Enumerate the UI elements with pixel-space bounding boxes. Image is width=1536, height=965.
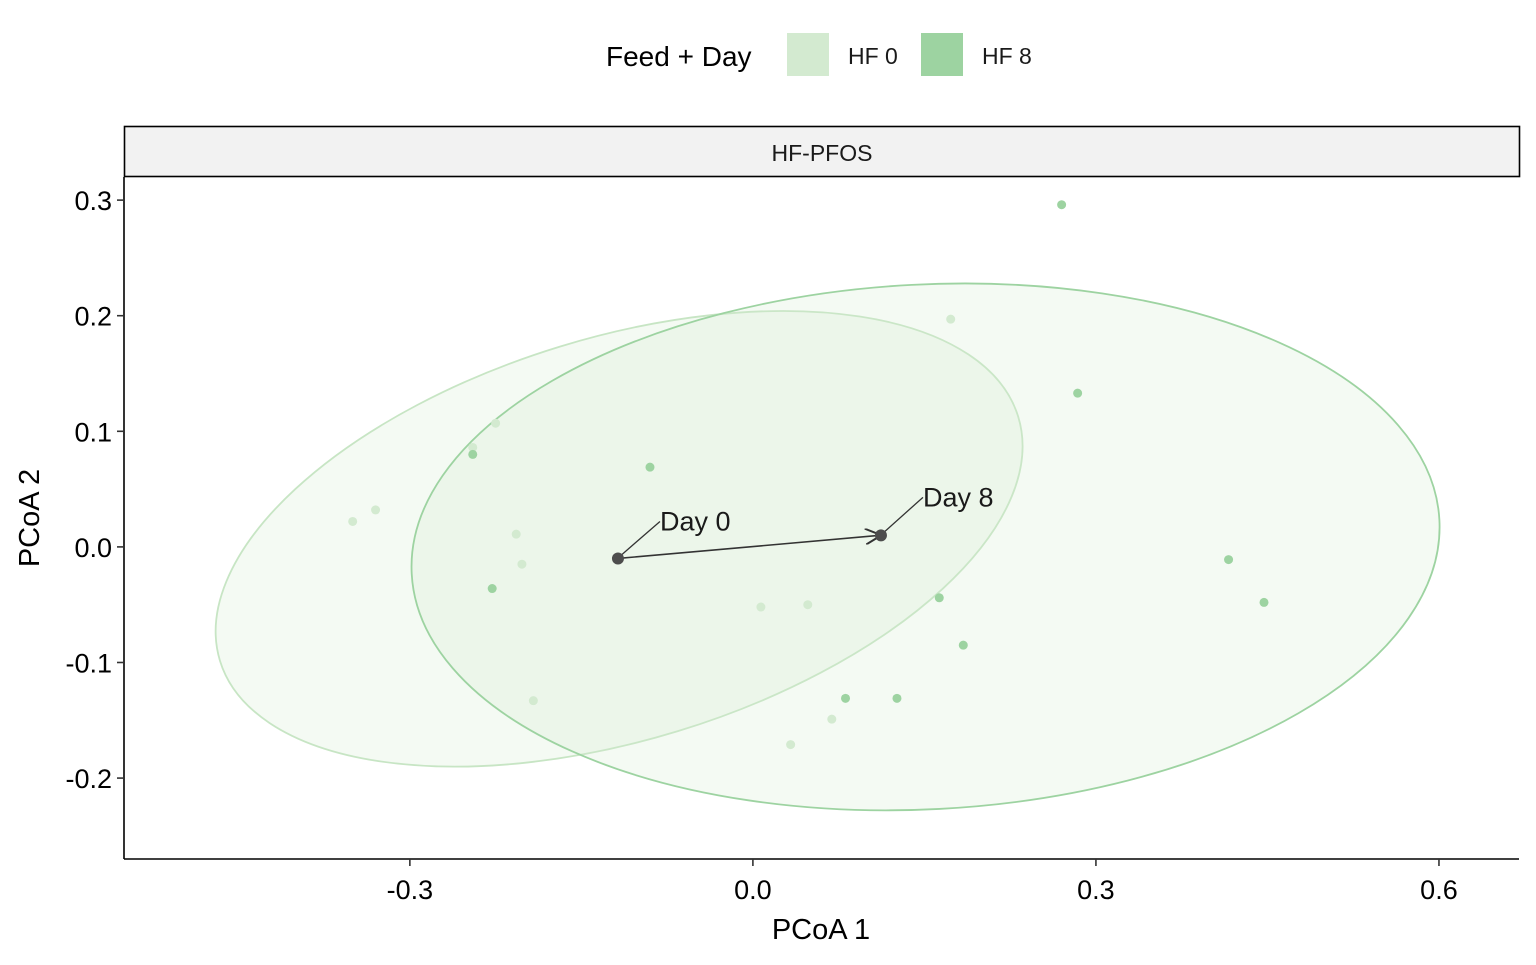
point-hf-8 [1259, 597, 1269, 607]
point-hf-0 [511, 529, 521, 539]
y-ticks: 0.3 0.2 0.1 0.0 -0.1 -0.2 [65, 186, 124, 794]
centroid-label-day-0: Day 0 [660, 506, 731, 536]
legend-key-hf-0 [787, 33, 829, 76]
facet-label: HF-PFOS [772, 140, 873, 166]
legend: Feed + Day HF 0 HF 8 [606, 33, 1032, 76]
point-hf-0 [946, 314, 956, 324]
x-tick-label: 0.6 [1420, 875, 1458, 905]
x-tick-label: 0.3 [1077, 875, 1115, 905]
x-axis-label: PCoA 1 [772, 914, 870, 946]
point-hf-8 [841, 693, 851, 703]
point-hf-8 [892, 693, 902, 703]
point-hf-0 [491, 418, 501, 428]
centroid-day-0 [611, 552, 624, 565]
y-axis-label: PCoA 2 [14, 469, 46, 567]
point-hf-0 [786, 740, 796, 750]
centroid-day-8 [874, 529, 887, 542]
legend-label-hf-8: HF 8 [982, 43, 1032, 69]
legend-key-hf-8 [921, 33, 963, 76]
y-tick-label: -0.2 [65, 764, 112, 794]
y-tick-label: 0.3 [74, 186, 112, 216]
point-hf-0 [756, 602, 766, 612]
point-hf-8 [1057, 200, 1067, 210]
plot-area: Day 0 Day 8 [214, 200, 1441, 812]
point-hf-0 [827, 714, 837, 724]
point-hf-0 [371, 505, 381, 515]
point-hf-8 [645, 462, 655, 472]
x-tick-label: 0.0 [734, 875, 772, 905]
y-tick-label: 0.0 [74, 533, 112, 563]
y-tick-label: 0.1 [74, 417, 112, 447]
y-tick-label: -0.1 [65, 648, 112, 678]
point-hf-8 [1224, 555, 1234, 565]
legend-title: Feed + Day [606, 41, 752, 72]
confidence-ellipse-hf-0 [214, 310, 1024, 768]
y-tick-label: 0.2 [74, 302, 112, 332]
legend-entries: HF 0 HF 8 [787, 33, 1032, 76]
point-hf-8 [468, 449, 478, 459]
facet-strip-background [123, 125, 1521, 178]
axes: -0.3 0.0 0.3 0.6 0.3 0.2 0.1 0.0 -0.1 -0.2 PCoA … [14, 177, 1519, 946]
point-hf-8 [487, 584, 497, 594]
confidence-ellipse-hf-8 [410, 282, 1441, 812]
ellipses-layer [214, 282, 1441, 812]
x-tick-label: -0.3 [387, 875, 434, 905]
point-hf-8 [934, 593, 944, 603]
point-hf-0 [468, 442, 478, 452]
points-layer [348, 200, 1269, 750]
point-hf-8 [958, 640, 968, 650]
centroid-layer: Day 0 Day 8 [611, 482, 994, 565]
point-hf-0 [517, 559, 527, 569]
label-leader-day-0 [621, 520, 661, 555]
centroid-label-day-8: Day 8 [923, 482, 994, 512]
centroid-shift-arrow [617, 535, 880, 560]
point-hf-8 [1073, 388, 1083, 398]
facet-strip: HF-PFOS [123, 125, 1521, 178]
x-ticks: -0.3 0.0 0.3 0.6 [387, 859, 1458, 905]
point-hf-0 [348, 516, 358, 526]
point-hf-0 [528, 696, 538, 706]
legend-label-hf-0: HF 0 [848, 43, 898, 69]
point-hf-0 [803, 600, 813, 610]
label-leader-day-8 [884, 496, 924, 532]
